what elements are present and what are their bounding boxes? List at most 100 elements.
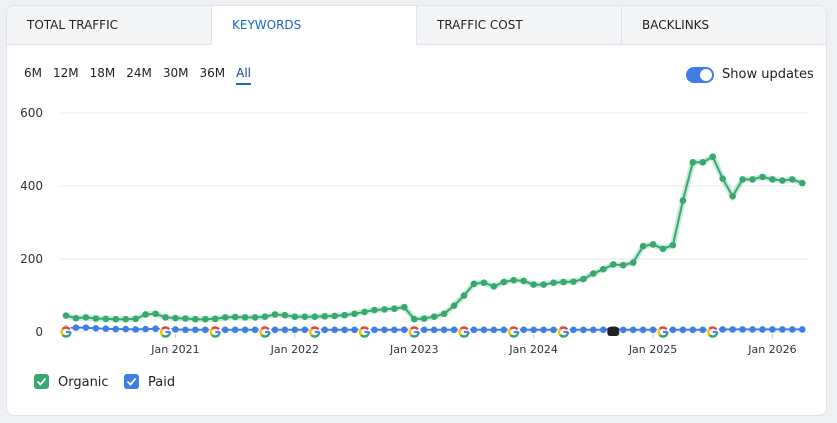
data-point (440, 310, 448, 318)
data-point (659, 245, 667, 253)
data-point (500, 278, 508, 286)
data-point (211, 315, 219, 323)
data-point (669, 241, 677, 249)
data-point (381, 326, 388, 334)
data-point (291, 326, 299, 334)
data-point (789, 326, 796, 333)
data-point (490, 283, 498, 290)
data-point (759, 173, 766, 181)
tab[interactable]: KEYWORDS (212, 6, 417, 45)
data-point (619, 326, 627, 334)
data-point (311, 313, 319, 320)
legend-checkbox[interactable] (34, 374, 49, 389)
tab[interactable]: TRAFFIC COST (417, 6, 622, 45)
tab-bar: TOTAL TRAFFIC KEYWORDS TRAFFIC COST BACKLIN… (7, 6, 826, 45)
data-point (769, 176, 776, 183)
update-marker-arc (159, 328, 164, 336)
tab[interactable]: BACKLINKS (622, 6, 826, 45)
data-point (530, 326, 537, 334)
period-selector: 6M 12M 18M 24M 30M 36M All (24, 66, 262, 85)
data-point (132, 326, 139, 333)
data-point (520, 277, 527, 285)
data-point (82, 314, 90, 321)
data-point (142, 325, 149, 333)
data-point (699, 326, 707, 334)
update-marker-arc (259, 328, 263, 336)
update-marker-arc (509, 326, 519, 331)
data-point (301, 313, 309, 320)
card: TOTAL TRAFFIC KEYWORDS TRAFFIC COST BACKLIN… (6, 5, 827, 416)
x-tick-label: Jan 2023 (389, 343, 438, 356)
data-point (470, 280, 478, 288)
x-tick-label: Jan 2025 (628, 343, 677, 356)
update-marker-arc (408, 328, 412, 336)
data-point (251, 326, 259, 334)
data-point (679, 326, 687, 334)
update-marker-arc (509, 333, 519, 338)
data-point (779, 326, 786, 333)
data-point (729, 326, 736, 333)
data-point (550, 279, 557, 287)
data-point (271, 311, 279, 318)
data-point (271, 326, 279, 334)
data-point (779, 177, 786, 184)
x-tick-label: Jan 2022 (270, 343, 319, 356)
update-marker-arc (161, 333, 171, 338)
data-point (689, 326, 697, 334)
data-point (112, 315, 120, 323)
updates-toggle[interactable] (686, 67, 714, 83)
period-button[interactable]: 6M (24, 66, 42, 80)
data-point (639, 326, 647, 334)
data-point (301, 326, 309, 334)
line-halo (65, 152, 804, 323)
data-point (331, 312, 338, 320)
data-point (789, 176, 796, 183)
data-point (590, 326, 597, 334)
update-marker-arc (260, 333, 270, 338)
period-button[interactable]: 18M (89, 66, 116, 80)
y-tick-label: 200 (20, 252, 43, 266)
data-point (371, 306, 378, 314)
x-tick-label: Jan 2021 (150, 343, 199, 356)
data-point (321, 313, 329, 320)
update-marker-arc (657, 328, 661, 336)
update-marker-arc (61, 326, 71, 331)
update-marker-arc (358, 328, 363, 336)
data-point (281, 311, 289, 319)
period-button[interactable]: 12M (53, 66, 79, 80)
period-button[interactable]: 24M (126, 66, 152, 80)
update-marker-arc (708, 333, 718, 338)
chart: 0 200 400 600 Jan 2021 Jan 2022 Jan 2023 Jan 20… (20, 106, 809, 390)
data-point (391, 305, 398, 312)
update-marker-arc (360, 333, 370, 338)
series-line (65, 155, 803, 321)
period-button[interactable]: All (236, 66, 252, 85)
data-point (202, 326, 209, 334)
update-marker-arc (310, 333, 320, 338)
data-point (381, 306, 388, 313)
data-point (719, 175, 726, 182)
period-button[interactable]: 30M (162, 66, 189, 80)
update-marker-body (607, 329, 620, 336)
legend-checkbox[interactable] (124, 374, 139, 389)
data-point (570, 278, 577, 285)
tab[interactable]: TOTAL TRAFFIC (7, 6, 212, 45)
update-marker-arc (161, 326, 171, 331)
data-point (590, 270, 597, 277)
data-point (450, 302, 458, 310)
data-point (580, 275, 587, 283)
data-point (550, 326, 557, 334)
data-point (520, 326, 527, 334)
data-point (152, 325, 159, 333)
data-point (600, 326, 607, 334)
data-point (540, 281, 547, 288)
data-point (759, 326, 766, 333)
update-marker-arc (211, 326, 220, 331)
update-marker-arc (209, 328, 213, 336)
data-point (600, 265, 607, 273)
period-button[interactable]: 36M (199, 66, 226, 80)
data-point (102, 315, 110, 323)
data-point (341, 326, 348, 334)
data-point (331, 326, 338, 334)
